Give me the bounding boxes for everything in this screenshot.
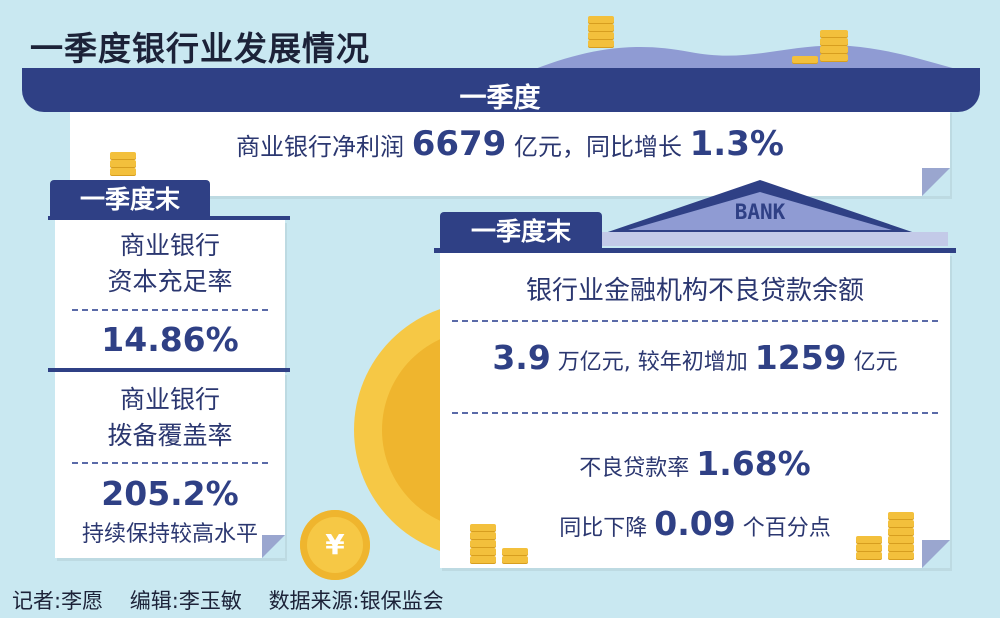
npl-heading: 银行业金融机构不良贷款余额 — [525, 276, 864, 306]
left-panel-rule — [48, 368, 290, 372]
npl-balance-line: 3.9 万亿元, 较年初增加 1259 亿元 — [440, 338, 950, 377]
footer-credits: 记者:李愿 编辑:李玉敏 数据来源:银保监会 — [12, 585, 444, 615]
footer-source: 数据来源:银保监会 — [268, 589, 444, 613]
hills-decoration — [520, 45, 980, 75]
npl-decline-line: 同比下降 0.09 个百分点 — [440, 504, 950, 543]
net-profit-value: 6679 — [411, 124, 507, 164]
npl-ratio-line: 不良贷款率 1.68% — [440, 444, 950, 483]
npl-decline-label: 同比下降 — [559, 516, 648, 541]
npl-ratio-value: 1.68% — [696, 444, 811, 483]
footer-reporter: 记者:李愿 — [12, 589, 104, 613]
npl-increase-unit: 亿元 — [853, 350, 898, 375]
coin-stack-decoration — [792, 56, 818, 68]
net-profit-growth: 1.3% — [689, 124, 784, 164]
coin-stack-decoration — [888, 512, 914, 568]
provision-ratio-label-1: 商业银行 — [119, 385, 220, 414]
coin-stack-decoration — [820, 30, 848, 70]
bank-roof-icon — [602, 180, 918, 234]
provision-ratio-note: 持续保持较高水平 — [81, 522, 258, 547]
divider — [72, 462, 268, 464]
yuan-symbol: ¥ — [325, 528, 345, 561]
left-panel-rule — [48, 216, 290, 220]
npl-decline-value: 0.09 — [654, 504, 736, 543]
provision-ratio-card — [55, 372, 285, 558]
divider — [72, 309, 268, 311]
npl-decline-unit: 个百分点 — [742, 516, 831, 541]
bank-roof-band — [600, 232, 948, 246]
npl-balance-unit: 万亿元, 较年初增加 — [557, 350, 748, 375]
net-profit-label: 商业银行净利润 — [236, 133, 405, 161]
period-band-label: 一季度 — [459, 83, 541, 114]
npl-card — [440, 253, 950, 568]
npl-balance-value: 3.9 — [492, 338, 551, 377]
page-title: 一季度银行业发展情况 — [30, 29, 370, 68]
provision-ratio-value: 205.2% — [101, 474, 239, 513]
coin-stack-decoration — [588, 16, 614, 56]
page-fold-decoration — [262, 535, 285, 558]
capital-ratio-label-1: 商业银行 — [119, 231, 220, 260]
left-panel-tab: 一季度末 — [50, 180, 210, 220]
provision-ratio-label-2: 拨备覆盖率 — [107, 421, 233, 450]
right-panel-tab: 一季度末 — [440, 212, 602, 252]
npl-ratio-label: 不良贷款率 — [579, 456, 690, 481]
npl-increase-value: 1259 — [754, 338, 847, 377]
capital-ratio-label-2: 资本充足率 — [107, 267, 233, 296]
coin-stack-decoration — [502, 548, 528, 568]
footer-editor: 编辑:李玉敏 — [129, 589, 242, 613]
yuan-coin-icon: ¥ — [300, 510, 370, 580]
period-band — [22, 68, 980, 112]
page-fold-decoration — [922, 168, 950, 196]
bank-sign: BANK — [734, 200, 786, 224]
capital-ratio-card — [55, 220, 285, 370]
coin-stack-decoration — [856, 536, 882, 568]
coin-stack-decoration — [110, 152, 136, 182]
net-profit-card — [70, 110, 950, 196]
divider — [452, 320, 938, 322]
page-fold-decoration — [922, 540, 950, 568]
divider — [452, 412, 938, 414]
right-panel-rule — [434, 248, 956, 253]
net-profit-unit: 亿元，同比增长 — [513, 133, 682, 161]
capital-ratio-value: 14.86% — [101, 320, 239, 359]
net-profit-line: 商业银行净利润 6679 亿元，同比增长 1.3% — [70, 124, 950, 164]
coin-stack-decoration — [470, 524, 496, 568]
